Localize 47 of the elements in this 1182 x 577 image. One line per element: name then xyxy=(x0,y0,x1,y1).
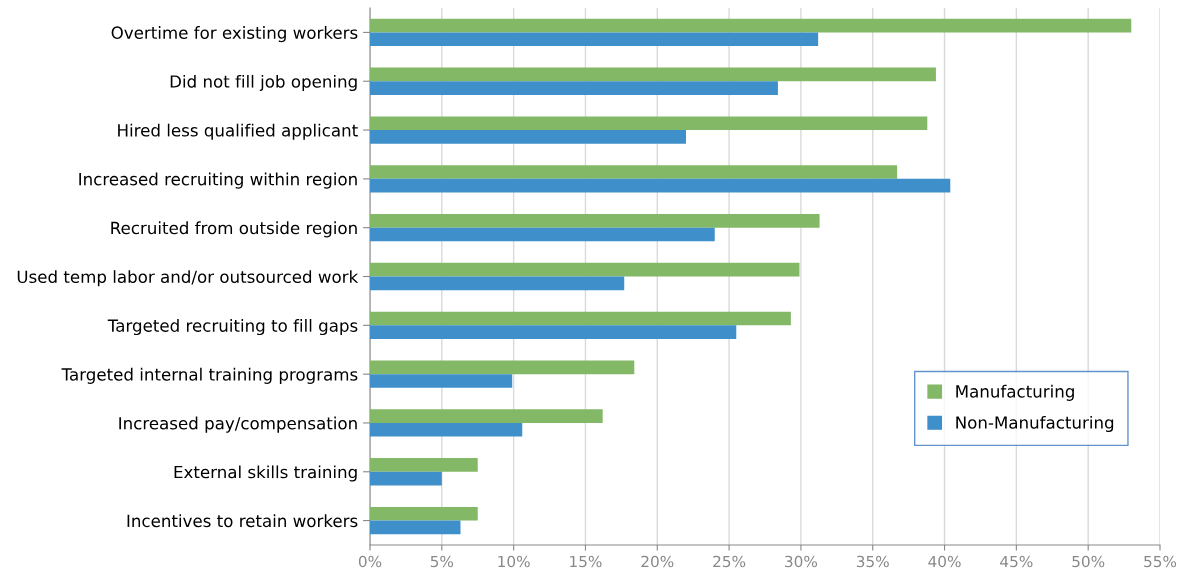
bar xyxy=(370,409,603,423)
bar xyxy=(370,67,936,82)
legend-label: Non-Manufacturing xyxy=(956,415,1114,433)
bar xyxy=(370,227,715,242)
bar xyxy=(370,360,635,375)
bar xyxy=(370,214,820,228)
y-tick-label: Targeted recruiting to fill gaps xyxy=(107,318,358,336)
bar xyxy=(370,81,778,95)
bar xyxy=(370,178,951,193)
x-tick-label: 30% xyxy=(785,555,818,568)
bar xyxy=(370,471,442,486)
x-tick-label: 35% xyxy=(856,555,889,568)
x-tick-label: 5% xyxy=(430,555,454,568)
x-tick-label: 25% xyxy=(713,555,746,568)
x-tick-label: 10% xyxy=(498,555,530,568)
x-tick-label: 55% xyxy=(1144,555,1177,568)
x-tick-label: 40% xyxy=(928,555,961,568)
y-tick-label: Hired less qualified applicant xyxy=(118,123,358,140)
y-tick-label: Increased recruiting within region xyxy=(79,172,357,189)
bar xyxy=(370,32,819,47)
y-tick-label: Increased pay/compensation xyxy=(119,416,357,433)
x-tick-label: 15% xyxy=(570,555,602,568)
bar xyxy=(370,130,686,144)
bar xyxy=(370,262,800,277)
y-tick-label: External skills training xyxy=(174,465,357,482)
bar xyxy=(370,374,513,388)
bar xyxy=(370,422,523,437)
bar xyxy=(370,311,791,326)
y-tick-label: Recruited from outside region xyxy=(111,221,357,238)
y-tick-label: Targeted internal training programs xyxy=(61,367,358,384)
bar xyxy=(370,325,737,339)
y-tick-label: Overtime for existing workers xyxy=(111,26,358,43)
bar xyxy=(370,520,461,535)
bar xyxy=(370,116,928,131)
bar xyxy=(370,276,625,291)
y-tick-label: Did not fill job opening xyxy=(170,74,357,92)
bar xyxy=(370,165,898,179)
x-tick-label: 45% xyxy=(1000,555,1033,568)
y-tick-label: Used temp labor and/or outsourced work xyxy=(17,270,359,287)
legend-label: Manufacturing xyxy=(956,384,1074,401)
x-tick-label: 50% xyxy=(1072,555,1105,568)
x-tick-label: 0% xyxy=(358,555,382,568)
bar xyxy=(370,458,478,472)
y-tick-label: Incentives to retain workers xyxy=(127,514,358,528)
bar xyxy=(370,506,478,521)
bar xyxy=(370,18,1132,33)
x-tick-label: 20% xyxy=(641,555,674,568)
